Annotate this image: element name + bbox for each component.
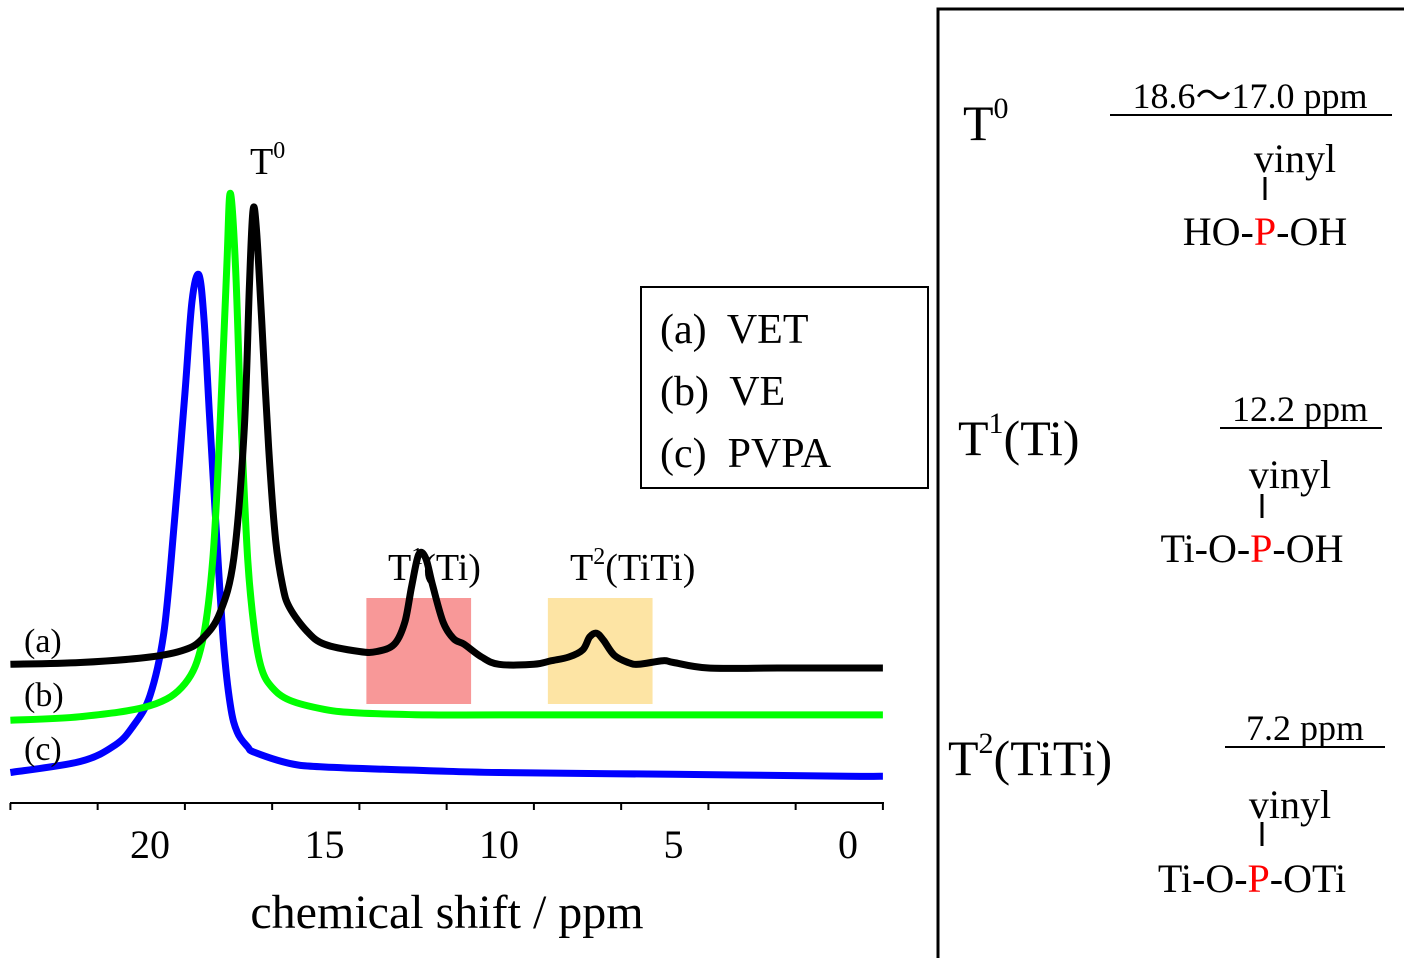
x-tick-label: 15 <box>305 822 345 867</box>
series-line-a <box>10 203 883 672</box>
structure-t2: Ti-O-P-OTi <box>1158 856 1346 901</box>
assignment-t0: T0 18.6〜17.0 ppm vinyl HO-P-OH <box>963 76 1392 254</box>
assignment-panel: T0 18.6〜17.0 ppm vinyl HO-P-OH T1(Ti) 12… <box>936 7 1404 958</box>
legend-entry-a: (a) VET <box>660 307 809 353</box>
x-tick-label: 10 <box>479 822 519 867</box>
shift-range-t0: 18.6〜17.0 ppm <box>1132 76 1367 116</box>
legend: (a) VET (b) VE (c) PVPA <box>640 286 929 489</box>
x-tick-label: 0 <box>838 822 858 867</box>
x-axis-ticks: 20 15 10 5 0 <box>9 803 884 867</box>
x-tick-label: 20 <box>130 822 170 867</box>
band-label-t1: T1(Ti) <box>388 544 481 589</box>
assignment-frame <box>936 7 1404 958</box>
spectrum-plot: 20 15 10 5 0 chemical shift / ppm T0 T1(Ti) … <box>9 138 929 939</box>
x-axis-title: chemical shift / ppm <box>250 886 643 939</box>
legend-entry-c: (c) PVPA <box>660 431 832 477</box>
assignment-t1: T1(Ti) 12.2 ppm vinyl Ti-O-P-OH <box>958 389 1382 571</box>
vinyl-group-t1: vinyl <box>1249 452 1331 497</box>
x-tick-label: 5 <box>664 822 684 867</box>
highlight-bands <box>366 598 653 704</box>
series-lines <box>9 189 883 780</box>
band-label-t2: T2(TiTi) <box>570 544 695 589</box>
structure-t0: HO-P-OH <box>1183 209 1347 254</box>
legend-entry-b: (b) VE <box>660 369 785 415</box>
series-tag-a: (a) <box>24 623 62 660</box>
assignment-label-t0: T0 <box>963 92 1009 151</box>
assignment-t2: T2(TiTi) 7.2 ppm vinyl Ti-O-P-OTi <box>948 708 1385 901</box>
vinyl-group-t0: vinyl <box>1254 136 1336 181</box>
highlight-band-2 <box>547 598 653 704</box>
shift-value-t1: 12.2 ppm <box>1232 389 1368 429</box>
shift-value-t2: 7.2 ppm <box>1246 708 1364 748</box>
assignment-label-t1: T1(Ti) <box>958 407 1080 466</box>
series-tag-c: (c) <box>24 731 62 768</box>
legend-frame <box>640 286 929 489</box>
assignment-label-t2: T2(TiTi) <box>948 727 1112 786</box>
peak-label-t0: T0 <box>250 138 285 183</box>
vinyl-group-t2: vinyl <box>1249 782 1331 827</box>
series-tag-b: (b) <box>24 677 64 714</box>
structure-t1: Ti-O-P-OH <box>1160 526 1343 571</box>
